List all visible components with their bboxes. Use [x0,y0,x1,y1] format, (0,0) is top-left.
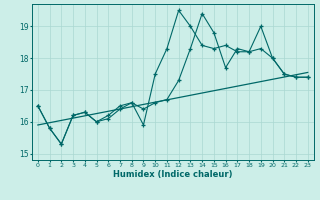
X-axis label: Humidex (Indice chaleur): Humidex (Indice chaleur) [113,170,233,179]
